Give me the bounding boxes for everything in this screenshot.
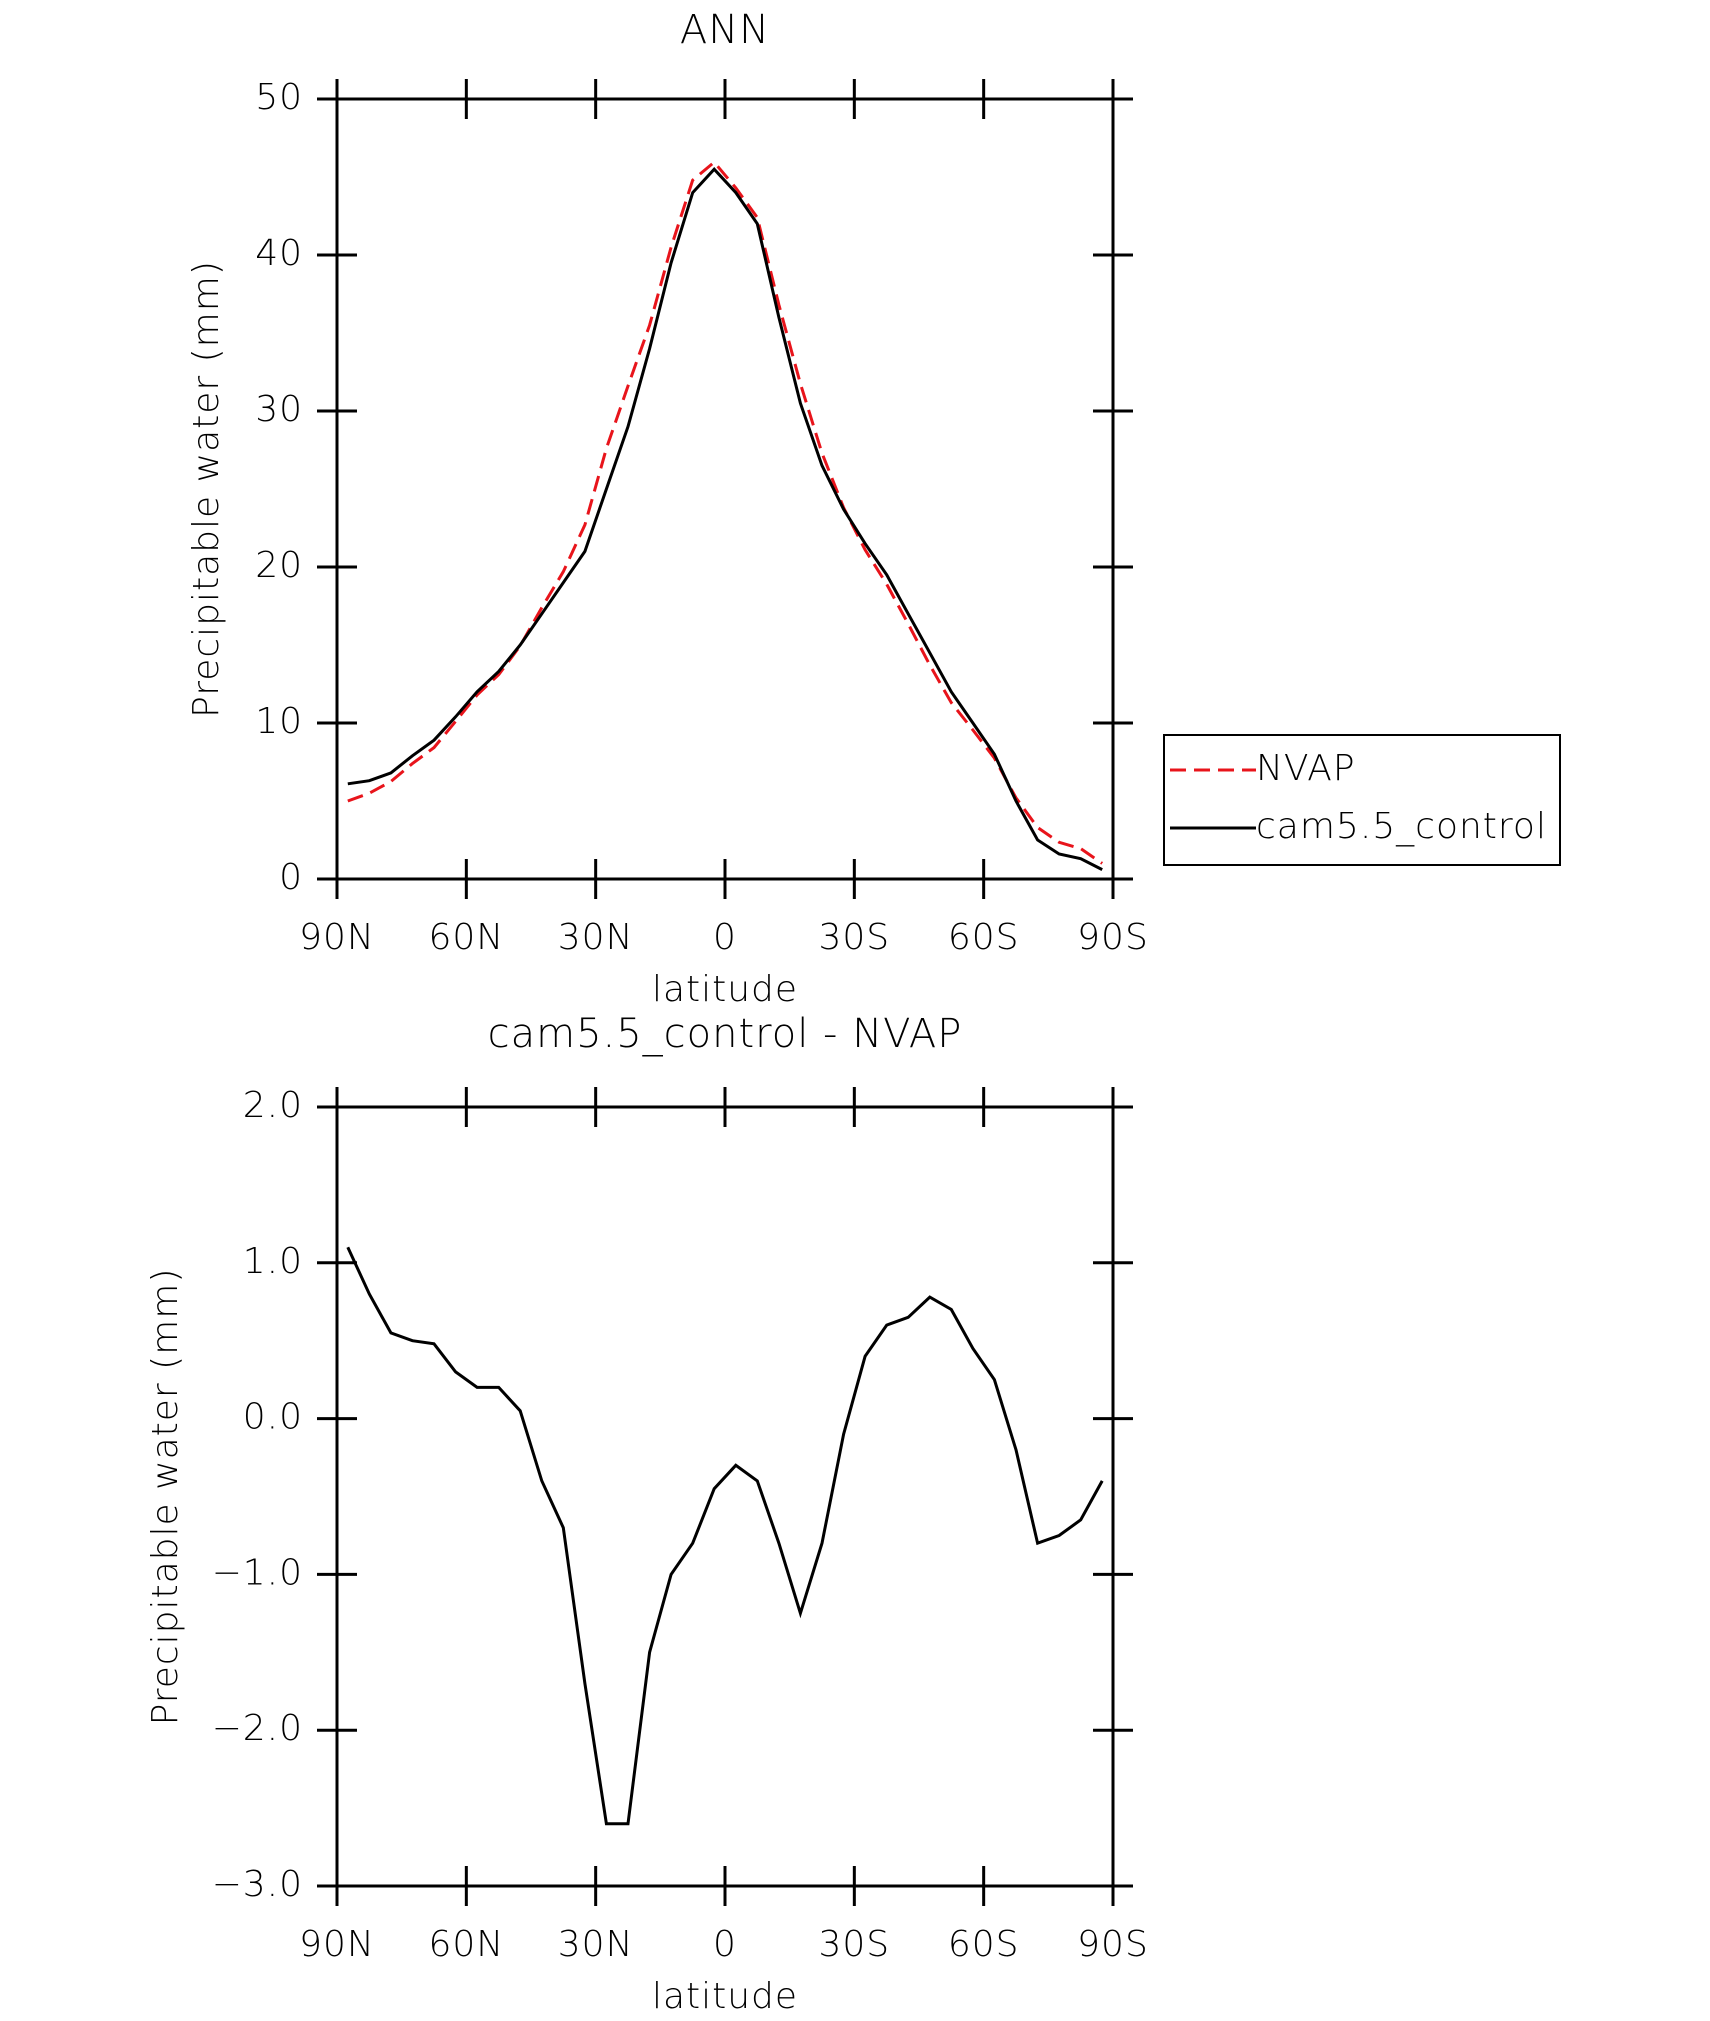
x-tick-label: 60S <box>948 917 1020 958</box>
x-tick-label: 30N <box>558 1924 634 1965</box>
y-tick-label: 0.0 <box>243 1397 303 1438</box>
y-tick-label: 2.0 <box>243 1085 303 1126</box>
x-tick-label: 90S <box>1077 917 1149 958</box>
legend-label: cam5.5_control <box>1256 806 1547 847</box>
legend-label: NVAP <box>1256 748 1356 789</box>
x-axis-label: latitude <box>652 969 798 1010</box>
y-axis-label: Precipitable water (mm) <box>145 1268 186 1726</box>
chart-title: cam5.5_control - NVAP <box>488 1011 963 1057</box>
y-tick-label: 20 <box>255 545 303 586</box>
plot-frame <box>335 1105 1115 1888</box>
y-tick-label: 1.0 <box>243 1241 303 1282</box>
y-tick-label: −1.0 <box>212 1552 303 1593</box>
x-tick-label: 30S <box>818 917 890 958</box>
x-tick-label: 60N <box>428 917 504 958</box>
x-tick-label: 60S <box>948 1924 1020 1965</box>
legend-box <box>1163 734 1561 866</box>
series-line <box>347 166 1103 871</box>
x-tick-label: 90N <box>299 1924 375 1965</box>
x-tick-label: 90N <box>299 917 375 958</box>
series-line <box>346 1246 1104 1826</box>
chart-title: ANN <box>680 7 770 53</box>
x-tick-label: 0 <box>713 917 737 958</box>
x-tick-label: 30N <box>558 917 634 958</box>
x-axis-label: latitude <box>652 1976 798 2017</box>
y-axis-label: Precipitable water (mm) <box>186 260 227 718</box>
series-line <box>347 160 1104 865</box>
x-tick-label: 30S <box>818 1924 890 1965</box>
y-tick-label: 10 <box>255 701 303 742</box>
x-tick-label: 0 <box>713 1924 737 1965</box>
x-tick-label: 90S <box>1077 1924 1149 1965</box>
x-tick-label: 60N <box>428 1924 504 1965</box>
y-tick-label: −3.0 <box>212 1864 303 1905</box>
y-tick-label: 40 <box>255 233 303 274</box>
y-tick-label: 30 <box>255 389 303 430</box>
y-tick-label: 0 <box>279 857 303 898</box>
y-tick-label: 50 <box>255 77 303 118</box>
y-tick-label: −2.0 <box>212 1708 303 1749</box>
